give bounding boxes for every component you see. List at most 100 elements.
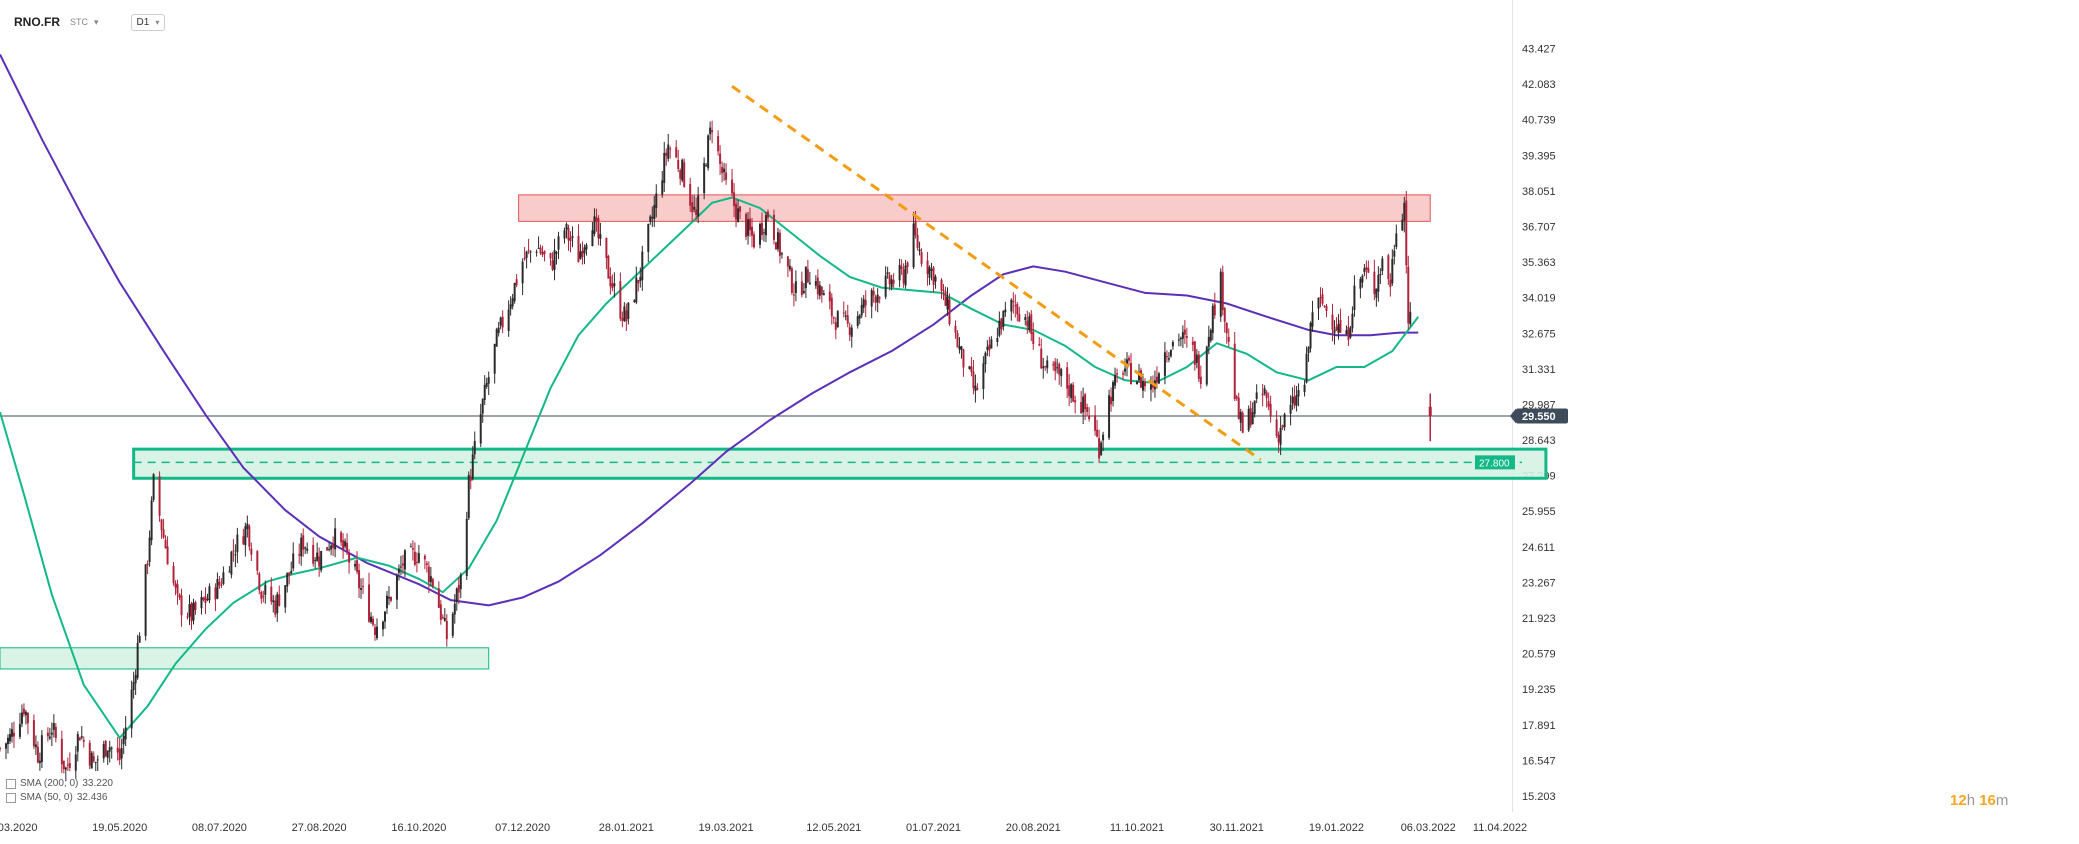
candle [1283,412,1286,431]
candle [1199,365,1202,389]
candle-body [50,732,53,735]
candle [1325,303,1328,318]
candle-body [1283,414,1286,428]
candle [1141,373,1144,399]
candle [970,357,973,377]
candle [1345,325,1348,336]
candle-body [1128,357,1131,361]
candle [264,580,267,604]
candle [864,290,867,318]
x-tick-label: 07.12.2020 [495,822,550,834]
y-tick-label: 24.611 [1522,542,1555,554]
candle-body [467,474,470,519]
candle-body [914,221,917,236]
candle-body [298,554,301,556]
candle-body [625,310,628,322]
candle-body [501,316,504,328]
candle [1122,370,1125,380]
chevron-down-icon[interactable]: ▾ [94,16,99,27]
y-tick-label: 32.675 [1522,328,1556,340]
candle-body [64,767,67,770]
legend-sma50[interactable]: SMA (50, 0) 32.436 [6,792,107,803]
legend-sma200[interactable]: SMA (200, 0) 33.220 [6,778,113,789]
candle [509,296,512,316]
candle-body [850,327,853,337]
candle-body [1325,305,1328,311]
candle-body [439,604,442,620]
candle-body [655,193,658,209]
candle [479,403,482,448]
candle-body [1088,415,1091,420]
candle-body [1086,407,1089,412]
candle [605,237,608,270]
y-tick-label: 29.987 [1522,399,1556,411]
candle [32,714,35,750]
candle-body [667,144,670,159]
candle [539,244,542,255]
candle [473,431,476,460]
candle [758,222,761,249]
candle-body [539,247,542,254]
candle [1339,308,1342,334]
candle-body [892,280,895,284]
candle-body [932,267,935,285]
candle [118,738,121,765]
candle-body [232,550,235,552]
candle [1363,264,1366,277]
candle-body [1379,274,1382,276]
countdown-hours-unit: h [1966,792,1976,809]
candle [358,563,361,598]
candle-body [707,135,710,169]
candle-body [90,752,93,769]
candle [679,168,682,185]
candle [760,212,763,241]
candle [579,243,582,260]
x-tick-label: 19.05.2020 [92,822,147,834]
candle [886,266,889,279]
candle-body [483,384,486,401]
candle-body [557,236,560,250]
candle [1241,410,1244,434]
candle [577,224,580,263]
candle [848,322,851,342]
candle-body [1251,412,1254,425]
candle-body [457,585,460,593]
candle-body [523,257,526,260]
candle [397,564,400,581]
x-tick-label: 19.03.2021 [699,822,754,834]
candle-body [1155,376,1158,382]
candle [1323,305,1326,308]
candle [988,336,991,357]
candle-body [1149,384,1152,390]
candle [320,550,323,573]
candle [385,590,388,615]
candle-body [1183,329,1186,335]
zone-resistance [518,194,1431,222]
candle-body [1277,434,1280,443]
instrument-symbol[interactable]: RNO.FR [14,15,60,29]
candle-body [1377,274,1380,292]
candle-body [996,337,999,342]
candle-body [230,551,233,575]
candle-body [340,532,343,543]
candle [1157,371,1160,385]
candle [24,709,27,725]
candle [242,528,245,545]
candle [792,283,795,307]
candle-body [948,299,951,325]
candle-body [1094,415,1097,431]
candle [1375,288,1378,307]
candle [376,618,379,641]
candle [409,543,412,548]
candle [1387,253,1390,285]
candle [1379,268,1382,284]
candle [26,711,29,735]
candle [593,208,596,237]
candle-body [886,272,889,275]
candle [483,375,486,406]
candle-body [1409,311,1412,325]
candle [541,245,544,258]
timeframe-select[interactable]: D1 ▾ [130,13,166,31]
candle-body [146,563,149,566]
